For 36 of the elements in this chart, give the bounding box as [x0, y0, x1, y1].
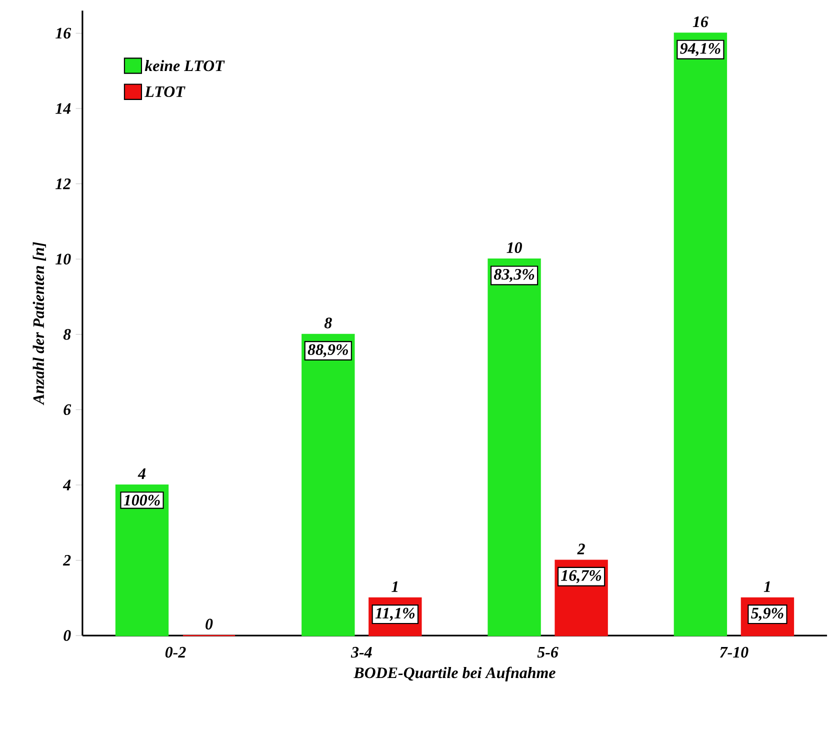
y-tick-label: 8 — [63, 329, 71, 340]
bar — [115, 484, 169, 636]
bar — [674, 32, 728, 636]
x-tick-label: 0-2 — [165, 647, 186, 658]
annotation: 16,7% — [561, 570, 602, 584]
x-tick-label: 3-4 — [350, 647, 372, 658]
data-label: 2 — [577, 544, 585, 554]
data-label: 1 — [764, 582, 770, 592]
x-tick-label: 7-10 — [720, 647, 748, 658]
legend-label: LTOT — [144, 86, 186, 98]
y-tick-label: 6 — [64, 404, 72, 416]
y-tick-label: 14 — [56, 103, 71, 114]
bar — [302, 334, 355, 636]
annotation: 5,9% — [751, 608, 784, 622]
y-tick-label: 4 — [62, 480, 71, 490]
data-label: 8 — [324, 318, 332, 329]
data-label: 4 — [138, 468, 146, 480]
annotation: 83,3% — [494, 269, 534, 282]
y-axis-title: Anzahl der Patienten [n] — [32, 242, 46, 406]
x-axis-title: BODE-Quartile bei Aufnahme — [354, 666, 556, 682]
y-tick-label: 16 — [56, 28, 72, 39]
legend-label: keine LTOT — [144, 60, 225, 72]
annotation: 94,1% — [680, 43, 720, 56]
annotation: 88,9% — [308, 344, 348, 358]
x-tick-label: 5-6 — [537, 647, 558, 658]
y-tick-label: 0 — [64, 630, 71, 642]
annotation: 11,1% — [375, 608, 415, 622]
y-tick-label: 12 — [56, 178, 71, 190]
y-tick-label: 2 — [62, 555, 71, 566]
data-label: 10 — [506, 242, 522, 254]
annotation: 100% — [124, 494, 160, 506]
data-label: 1 — [392, 582, 398, 592]
data-label: 16 — [692, 16, 708, 28]
bar — [488, 258, 541, 636]
y-tick-label: 10 — [56, 254, 71, 265]
data-label: 0 — [206, 618, 213, 630]
